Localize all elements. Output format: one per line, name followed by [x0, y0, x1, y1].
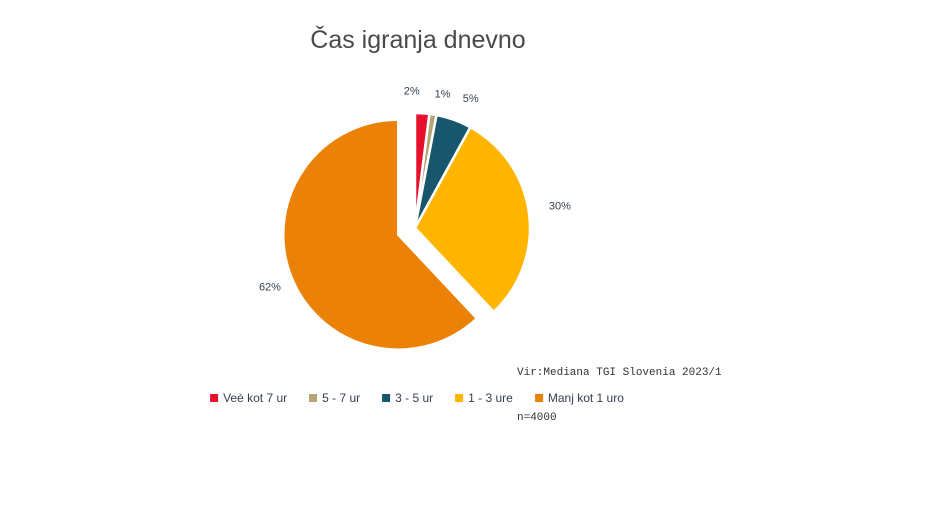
legend-swatch-icon	[309, 394, 318, 402]
source-line-1: Vir:Mediana TGI Slovenia 2023/1	[517, 367, 722, 379]
legend-label: 3 - 5 ur	[395, 391, 434, 405]
legend-item-4: Manj kot 1 uro	[534, 391, 624, 405]
legend-label: 1 - 3 ure	[468, 391, 513, 405]
pie-data-label-0: 2%	[404, 85, 420, 97]
legend-item-2: 3 - 5 ur	[382, 391, 433, 405]
legend-label: 5 - 7 ur	[322, 391, 361, 405]
legend-item-0: Veè kot 7 ur	[210, 391, 287, 405]
source-note: Vir:Mediana TGI Slovenia 2023/1 n=4000	[517, 336, 722, 456]
pie-data-label-4: 62%	[259, 281, 281, 293]
legend-swatch-icon	[382, 394, 391, 402]
pie-data-label-2: 5%	[463, 93, 479, 105]
legend-label: Veè kot 7 ur	[223, 391, 288, 405]
legend-item-1: 5 - 7 ur	[309, 391, 360, 405]
legend-swatch-icon	[210, 394, 219, 402]
legend-label: Manj kot 1 uro	[547, 391, 624, 405]
pie-data-label-3: 30%	[549, 201, 571, 213]
legend-swatch-icon	[455, 394, 464, 402]
legend-swatch-icon	[534, 394, 543, 402]
legend-item-3: 1 - 3 ure	[455, 391, 513, 405]
pie-slice-4	[282, 118, 479, 351]
pie-data-label-1: 1%	[435, 89, 451, 101]
pie-slice-3	[413, 125, 532, 314]
chart-title: Čas igranja dnevno	[310, 26, 526, 54]
chart-legend: Veè kot 7 ur 5 - 7 ur 3 - 5 ur 1 - 3 ure Man…	[210, 391, 624, 405]
source-line-2: n=4000	[517, 412, 557, 424]
